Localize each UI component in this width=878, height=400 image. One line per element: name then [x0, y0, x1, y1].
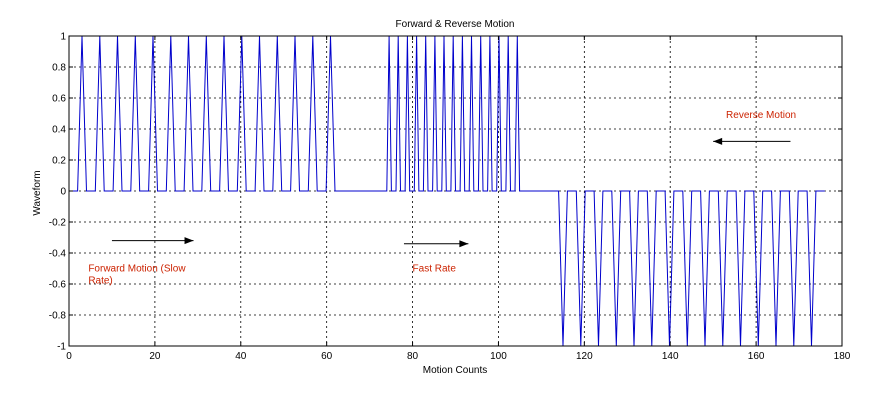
- annotation-line: Reverse Motion: [726, 110, 796, 121]
- x-tick-label: 60: [321, 351, 333, 362]
- axis-ticks: 0 20 40 60 80 100 120 140 160 180 1 0.8 0.6 0.4 0.2 0 -0…: [49, 32, 851, 363]
- y-tick-label: 0.8: [52, 63, 66, 74]
- x-tick-label: 160: [748, 351, 765, 362]
- annotation-arrow-head: [713, 137, 723, 145]
- y-axis-label: Waveform: [32, 170, 43, 215]
- annotation-arrow-head: [459, 240, 469, 248]
- annotations: Forward Motion (Slow Rate) Fast Rate Revers…: [88, 110, 796, 286]
- annotation-line: Fast Rate: [413, 264, 457, 275]
- y-tick-label: -0.2: [49, 218, 67, 229]
- y-tick-label: 0.6: [52, 94, 66, 105]
- annotation-arrow-head: [184, 237, 194, 245]
- y-tick-label: 0.4: [52, 125, 66, 136]
- x-tick-label: 40: [235, 351, 247, 362]
- y-tick-label: -1: [57, 342, 66, 353]
- x-tick-label: 180: [834, 351, 851, 362]
- annotation-text: Fast Rate: [413, 264, 457, 275]
- x-tick-label: 80: [407, 351, 419, 362]
- x-axis-label: Motion Counts: [423, 365, 487, 376]
- y-tick-label: -0.6: [49, 280, 67, 291]
- y-tick-label: 0: [60, 187, 66, 198]
- y-tick-label: 1: [60, 32, 66, 43]
- annotation-line: Rate): [88, 276, 112, 287]
- x-tick-label: 0: [66, 351, 72, 362]
- annotation-text: Reverse Motion: [726, 110, 796, 121]
- y-tick-label: -0.8: [49, 311, 67, 322]
- annotation-line: Forward Motion (Slow: [88, 264, 186, 275]
- x-tick-label: 20: [149, 351, 161, 362]
- x-tick-label: 140: [662, 351, 679, 362]
- y-tick-label: -0.4: [49, 249, 67, 260]
- x-tick-label: 100: [490, 351, 507, 362]
- x-tick-label: 120: [576, 351, 593, 362]
- annotation-text: Forward Motion (Slow Rate): [88, 264, 186, 287]
- chart-title: Forward & Reverse Motion: [396, 19, 515, 30]
- y-tick-label: 0.2: [52, 156, 66, 167]
